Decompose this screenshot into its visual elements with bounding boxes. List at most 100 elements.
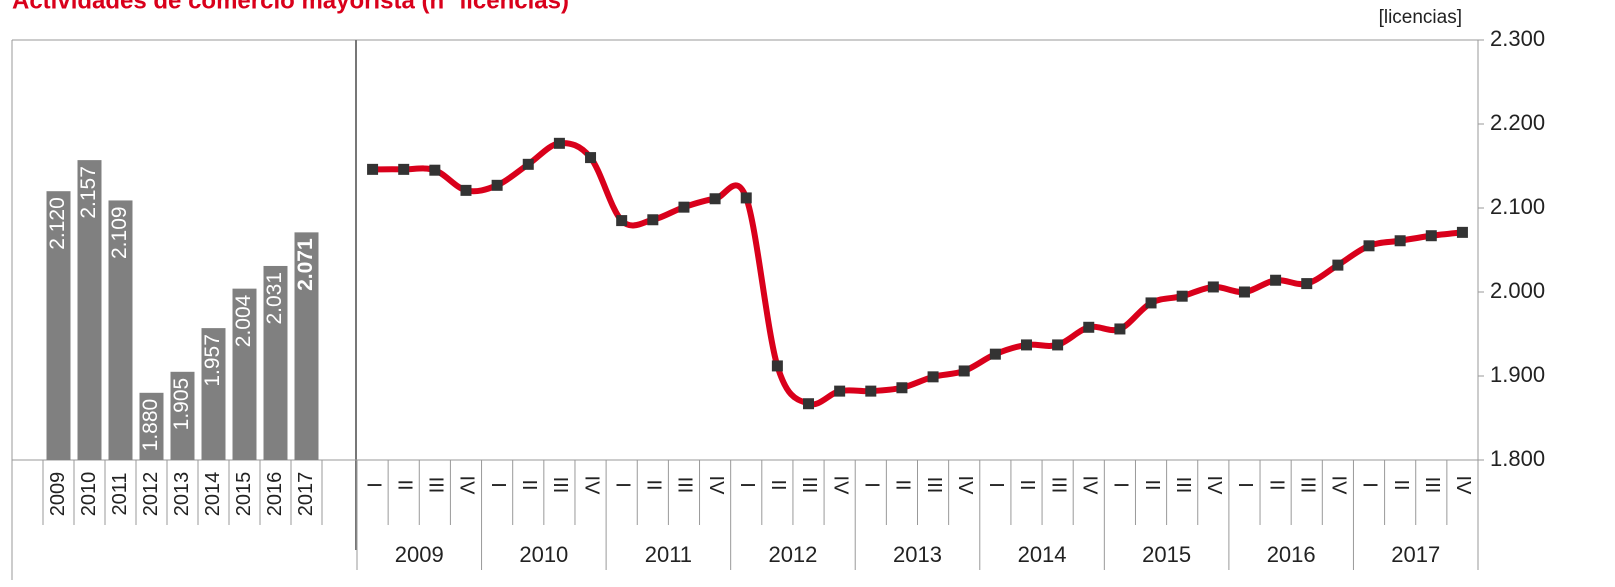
bar: [263, 265, 288, 460]
x-group-label: 2013: [893, 542, 942, 567]
marker: [616, 215, 628, 227]
marker: [771, 360, 783, 372]
bar: [294, 232, 319, 460]
x-tick-label: III: [1172, 477, 1194, 494]
x-group-label: 2011: [645, 542, 692, 567]
bar-value-label: 2.004: [232, 294, 255, 347]
x-tick-label: I: [861, 482, 883, 488]
marker: [1363, 240, 1375, 252]
marker: [1114, 323, 1126, 335]
line: [372, 140, 1463, 408]
x-tick-label: I: [1110, 482, 1132, 488]
x-tick-label: III: [923, 477, 945, 494]
bar-value-label: 1.905: [170, 378, 193, 431]
bar-value-label: 2.109: [108, 206, 131, 259]
x-tick-label: IV: [1328, 476, 1350, 496]
x-tick-label: 2011: [109, 472, 131, 515]
x-tick-label: IV: [580, 476, 602, 496]
x-tick-label: III: [1296, 477, 1318, 494]
x-tick-label: 2014: [202, 472, 224, 517]
bar: [77, 160, 102, 460]
x-group-label: 2015: [1142, 542, 1191, 567]
x-tick-label: 2016: [264, 472, 286, 517]
bar: [201, 328, 226, 460]
marker: [1456, 226, 1468, 238]
marker: [896, 382, 908, 394]
x-tick-label: III: [549, 477, 571, 494]
marker: [678, 201, 690, 213]
x-tick-label: IV: [1203, 476, 1225, 496]
x-tick-label: I: [736, 482, 758, 488]
x-tick-label: II: [1141, 479, 1163, 490]
y-tick-label: 2.000: [1490, 278, 1545, 303]
x-tick-label: II: [393, 479, 415, 490]
marker: [585, 152, 597, 164]
y-tick-label: 1.800: [1490, 446, 1545, 471]
bar: [170, 371, 195, 460]
x-tick-label: IV: [829, 476, 851, 496]
x-tick-label: IV: [1078, 476, 1100, 496]
marker: [834, 385, 846, 397]
marker: [553, 137, 565, 149]
x-tick-label: 2009: [47, 472, 69, 517]
marker: [647, 214, 659, 226]
x-tick-label: II: [518, 479, 540, 490]
marker: [709, 193, 721, 205]
bar-value-label: 1.957: [201, 334, 224, 387]
marker: [1238, 286, 1250, 298]
x-tick-label: II: [1390, 479, 1412, 490]
marker: [1020, 339, 1032, 351]
x-tick-label: II: [1265, 479, 1287, 490]
x-tick-label: IV: [456, 476, 478, 496]
x-group-label: 2017: [1391, 542, 1440, 567]
x-tick-label: 2015: [233, 472, 255, 517]
x-tick-label: 2012: [140, 472, 162, 517]
bar-value-label: 2.157: [77, 166, 100, 219]
marker: [429, 164, 441, 176]
x-tick-label: IV: [1452, 476, 1474, 496]
x-tick-label: I: [1359, 482, 1381, 488]
marker: [1301, 278, 1313, 290]
chart-title: Actividades de comercio mayorista (nº li…: [12, 0, 569, 14]
marker: [1207, 281, 1219, 293]
marker: [367, 163, 379, 175]
x-tick-label: I: [487, 482, 509, 488]
x-group-label: 2009: [395, 542, 444, 567]
x-group-label: 2014: [1018, 542, 1067, 567]
x-tick-label: 2017: [295, 472, 317, 517]
marker: [460, 184, 472, 196]
x-tick-label: III: [1421, 477, 1443, 494]
bar: [139, 392, 164, 460]
marker: [1052, 339, 1064, 351]
y-tick-label: 2.300: [1490, 26, 1545, 51]
x-tick-label: IV: [954, 476, 976, 496]
bar-value-label: 1.880: [139, 399, 162, 452]
y-tick-label: 1.900: [1490, 362, 1545, 387]
x-tick-label: III: [1047, 477, 1069, 494]
bar-value-label: 2.031: [263, 272, 286, 325]
x-group-label: 2012: [768, 542, 817, 567]
marker: [1176, 290, 1188, 302]
marker: [1394, 235, 1406, 247]
y-tick-label: 2.200: [1490, 110, 1545, 135]
x-tick-label: III: [674, 477, 696, 494]
x-tick-label: I: [1234, 482, 1256, 488]
x-tick-label: III: [425, 477, 447, 494]
x-tick-label: IV: [705, 476, 727, 496]
x-group-label: 2010: [519, 542, 568, 567]
marker: [1145, 297, 1157, 309]
marker: [491, 179, 503, 191]
y-tick-label: 2.100: [1490, 194, 1545, 219]
x-tick-label: II: [892, 479, 914, 490]
marker: [989, 348, 1001, 360]
marker: [1270, 274, 1282, 286]
x-tick-label: II: [767, 479, 789, 490]
marker: [865, 385, 877, 397]
bar: [232, 288, 257, 460]
bar: [46, 191, 71, 460]
marker: [1332, 259, 1344, 271]
x-tick-label: II: [1016, 479, 1038, 490]
marker: [522, 158, 534, 170]
marker: [398, 163, 410, 175]
marker: [740, 192, 752, 204]
